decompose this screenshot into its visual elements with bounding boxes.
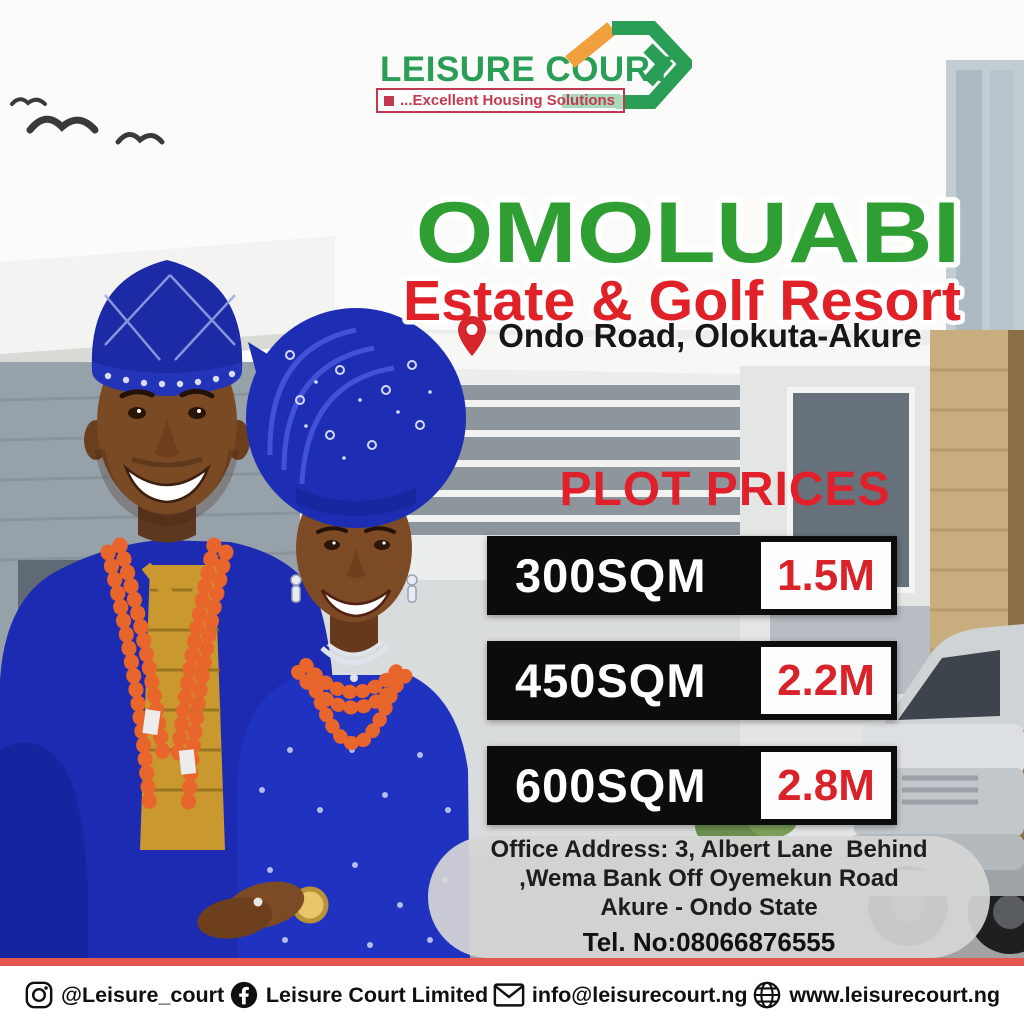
plot-size: 300SQM	[515, 549, 707, 602]
estate-type: Estate & Golf Resort	[403, 269, 961, 333]
plot-price: 1.5M	[777, 550, 875, 600]
phone-number: Tel. No:08066876555	[582, 926, 836, 957]
instagram-icon	[25, 981, 53, 1009]
location-row: Ondo Road, Olokuta-Akure	[420, 316, 960, 356]
brand-tagline-box: ...Excellent Housing Solutions	[376, 88, 626, 113]
plot-size: 450SQM	[515, 654, 707, 707]
estate-name: OMOLUABI	[416, 185, 961, 281]
price-list: 300SQM 1.5M 450SQM 2.2M 600SQM 2.8M	[487, 536, 897, 851]
price-row: 450SQM 2.2M	[487, 641, 897, 720]
email-contact: info@leisurecourt.ng	[493, 982, 748, 1008]
glass-building	[946, 60, 1024, 360]
brand-name: LEISURE COURT	[380, 50, 673, 89]
price-box: 2.2M	[761, 647, 891, 714]
location-text: Ondo Road, Olokuta-Akure	[498, 317, 922, 354]
office-address-panel: Office Address: 3, Albert Lane Behind ,W…	[428, 836, 990, 958]
plot-price: 2.8M	[777, 760, 875, 810]
location-pin-icon	[458, 316, 487, 356]
address-line-3: Akure - Ondo State	[600, 893, 818, 921]
email-address: info@leisurecourt.ng	[531, 982, 748, 1007]
address-line-1: Office Address: 3, Albert Lane Behind	[490, 836, 928, 864]
brand-tagline: ...Excellent Housing Solutions	[400, 92, 616, 109]
plot-prices-heading: PLOT PRICES	[559, 463, 891, 516]
brand-logo: LEISURE COURT ...Excellent Housing Solut…	[374, 16, 704, 120]
website-contact: www.leisurecourt.ng	[752, 980, 1000, 1010]
price-box: 1.5M	[761, 542, 891, 609]
email-icon	[493, 983, 525, 1007]
plot-size: 600SQM	[515, 759, 707, 812]
estate-title: OMOLUABI Estate & Golf Resort	[399, 180, 967, 338]
globe-icon	[754, 981, 781, 1009]
instagram-contact: @Leisure_court	[24, 980, 224, 1010]
price-row: 600SQM 2.8M	[487, 746, 897, 825]
price-row: 300SQM 1.5M	[487, 536, 897, 615]
birds-icon	[10, 97, 165, 145]
couple-photo	[0, 260, 470, 962]
plot-price: 2.2M	[777, 655, 875, 705]
instagram-handle: @Leisure_court	[61, 982, 225, 1007]
facebook-contact: Leisure Court Limited	[229, 980, 488, 1010]
footer-contact-bar: @Leisure_court Leisure Court Limited inf…	[0, 966, 1024, 1024]
facebook-icon	[230, 981, 258, 1009]
address-line-2: ,Wema Bank Off Oyemekun Road	[519, 865, 899, 893]
red-square-icon	[384, 95, 394, 106]
footer-accent-line	[0, 958, 1024, 966]
website-url: www.leisurecourt.ng	[789, 982, 1000, 1007]
price-box: 2.8M	[761, 752, 891, 819]
facebook-name: Leisure Court Limited	[265, 982, 489, 1007]
